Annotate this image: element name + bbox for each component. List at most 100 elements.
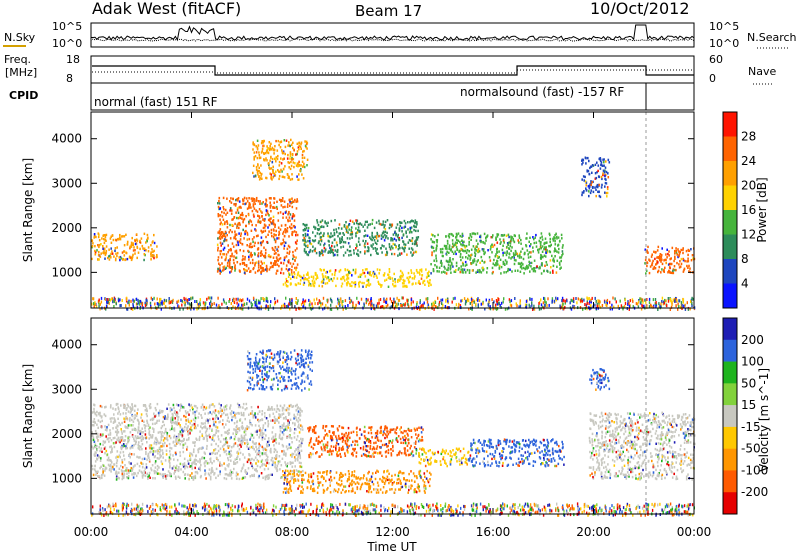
ground-scatter-point bbox=[128, 300, 130, 304]
echo-cell bbox=[225, 256, 227, 259]
ground-scatter-point bbox=[504, 307, 507, 311]
ground-scatter-point bbox=[133, 507, 136, 511]
echo-cell bbox=[402, 234, 405, 237]
echo-cell bbox=[134, 239, 136, 243]
echo-cell bbox=[112, 238, 115, 242]
echo-cell bbox=[103, 249, 105, 253]
echo-cell bbox=[265, 151, 267, 155]
echo-cell bbox=[277, 169, 279, 172]
echo-cell bbox=[268, 268, 271, 271]
echo-cell bbox=[282, 262, 285, 265]
ground-scatter-point bbox=[473, 300, 475, 304]
ground-scatter-point bbox=[605, 303, 607, 307]
echo-cell bbox=[393, 252, 396, 256]
echo-cell bbox=[230, 270, 233, 273]
echo-cell bbox=[237, 211, 240, 214]
echo-cell bbox=[231, 267, 233, 271]
echo-cell bbox=[251, 209, 254, 213]
echo-cell bbox=[495, 238, 497, 241]
echo-cell bbox=[296, 165, 299, 168]
echo-cell bbox=[356, 231, 359, 234]
echo-cell bbox=[326, 281, 329, 285]
ground-scatter-point bbox=[621, 510, 623, 514]
echo-cell bbox=[596, 183, 599, 187]
ground-scatter-point bbox=[641, 506, 644, 510]
echo-cell bbox=[296, 200, 299, 203]
echo-cell bbox=[147, 250, 150, 253]
ground-scatter-point bbox=[432, 301, 434, 305]
echo-cell bbox=[253, 200, 255, 203]
echo-cell bbox=[110, 445, 112, 448]
ground-scatter-point bbox=[489, 307, 492, 311]
echo-cell bbox=[251, 238, 254, 241]
echo-cell bbox=[176, 423, 179, 426]
ground-scatter-point bbox=[258, 301, 260, 305]
echo-cell bbox=[654, 251, 657, 254]
ground-scatter-point bbox=[671, 506, 673, 509]
echo-cell bbox=[348, 223, 350, 227]
echo-cell bbox=[397, 279, 399, 282]
ground-scatter-point bbox=[434, 301, 437, 304]
ground-scatter-point bbox=[464, 302, 467, 306]
echo-cell bbox=[105, 233, 108, 237]
echo-cell bbox=[595, 176, 598, 180]
echo-cell bbox=[343, 279, 346, 282]
echo-cell bbox=[315, 251, 318, 255]
ground-scatter-point bbox=[92, 297, 95, 301]
echo-cell bbox=[327, 232, 329, 235]
echo-cell bbox=[602, 172, 604, 175]
echo-cell bbox=[163, 437, 166, 440]
echo-cell bbox=[128, 255, 131, 258]
echo-cell bbox=[244, 255, 246, 259]
echo-cell bbox=[306, 147, 308, 150]
echo-cell bbox=[217, 267, 219, 271]
echo-cell bbox=[663, 259, 665, 262]
ground-scatter-point bbox=[359, 504, 361, 508]
echo-cell bbox=[294, 459, 297, 462]
echo-cell bbox=[259, 156, 262, 159]
echo-cell bbox=[503, 262, 506, 265]
ground-scatter-point bbox=[106, 298, 108, 301]
echo-cell bbox=[509, 268, 511, 271]
echo-cell bbox=[256, 171, 259, 174]
echo-cell bbox=[324, 250, 326, 253]
ground-scatter-point bbox=[227, 513, 229, 517]
echo-cell bbox=[277, 259, 279, 262]
echo-cell bbox=[275, 272, 278, 275]
echo-cell bbox=[468, 243, 470, 246]
echo-cell bbox=[453, 270, 456, 273]
ground-scatter-point bbox=[195, 504, 197, 508]
ground-scatter-point bbox=[639, 297, 641, 301]
cpid-mode-2: normalsound (fast) -157 RF bbox=[460, 85, 624, 99]
echo-cell bbox=[218, 236, 221, 240]
echo-cell bbox=[119, 233, 121, 237]
echo-cell bbox=[287, 261, 290, 264]
echo-cell bbox=[601, 177, 603, 181]
echo-cell bbox=[526, 265, 528, 268]
echo-cell bbox=[588, 187, 591, 190]
echo-cell bbox=[286, 251, 289, 255]
echo-cell bbox=[280, 224, 283, 227]
ground-scatter-point bbox=[207, 296, 210, 300]
ground-scatter-point bbox=[355, 514, 357, 517]
echo-cell bbox=[276, 258, 278, 262]
ground-scatter-point bbox=[643, 509, 645, 513]
echo-cell bbox=[216, 270, 219, 273]
echo-cell bbox=[132, 253, 134, 257]
echo-cell bbox=[97, 258, 99, 261]
echo-cell bbox=[234, 269, 236, 272]
echo-cell bbox=[279, 170, 281, 174]
echo-cell bbox=[684, 259, 686, 263]
ground-scatter-point bbox=[184, 301, 186, 305]
echo-cell bbox=[374, 247, 377, 250]
echo-cell bbox=[347, 242, 350, 245]
echo-cell bbox=[239, 238, 242, 241]
echo-cell bbox=[348, 250, 351, 253]
ground-scatter-point bbox=[122, 502, 124, 506]
ground-scatter-point bbox=[402, 296, 404, 300]
ground-scatter-point bbox=[553, 299, 556, 303]
echo-cell bbox=[368, 284, 370, 287]
echo-cell bbox=[607, 176, 610, 179]
echo-cell bbox=[400, 252, 403, 255]
ground-scatter-point bbox=[406, 299, 408, 303]
